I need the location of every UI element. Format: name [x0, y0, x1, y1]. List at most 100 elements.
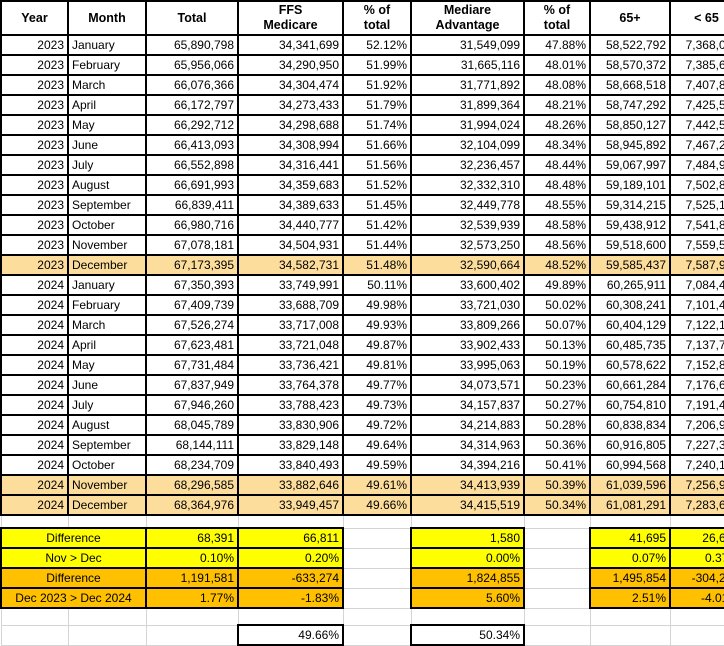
- column-header-ffspct-line2: total: [363, 18, 391, 32]
- cell-month: May: [67, 114, 147, 136]
- empty-cell: [145, 607, 239, 626]
- empty-cell: [342, 514, 412, 529]
- empty-cell: [589, 514, 671, 529]
- cell-medicare-advantage: 32,236,457: [410, 154, 525, 176]
- table-row: 2023 March 66,076,366 34,304,474 51.92% 31,77…: [0, 74, 724, 96]
- cell-under-65: 7,084,482: [669, 274, 724, 296]
- summary-cell-ffs-medicare: 0.20%: [237, 547, 344, 569]
- table-row: 2024 December 68,364,976 33,949,457 49.66% 34…: [0, 494, 724, 516]
- cell-under-65: 7,227,306: [669, 434, 724, 456]
- cell-medicare-advantage: 31,665,116: [410, 54, 525, 76]
- column-header-mapct-line2: total: [543, 18, 571, 32]
- cell-ma-pct: 48.55%: [523, 194, 591, 216]
- cell-medicare-advantage: 34,214,883: [410, 414, 525, 436]
- cell-medicare-advantage: 31,899,364: [410, 94, 525, 116]
- cell-ffs-medicare: 33,949,457: [237, 494, 344, 516]
- cell-month: February: [67, 294, 147, 316]
- cell-65-plus: 61,039,596: [589, 474, 671, 496]
- cell-year: 2023: [0, 34, 69, 56]
- cell-ma-pct: 48.01%: [523, 54, 591, 76]
- empty-cell: [342, 547, 412, 569]
- empty-cell: [67, 624, 147, 646]
- column-header-o65-line1: 65+: [619, 10, 641, 25]
- cell-medicare-advantage: 31,994,024: [410, 114, 525, 136]
- table-row: 2024 April 67,623,481 33,721,048 49.87% 33,90…: [0, 334, 724, 356]
- empty-cell: [67, 514, 147, 529]
- table-row: 2023 June 66,413,093 34,308,994 51.66% 32,104…: [0, 134, 724, 156]
- cell-total: 66,552,898: [145, 154, 239, 176]
- summary-cell-ffs-medicare: -633,274: [237, 567, 344, 589]
- cell-ffs-pct: 51.44%: [342, 234, 412, 256]
- summary-cell-total: 0.10%: [145, 547, 239, 569]
- cell-ma-pct: 50.36%: [523, 434, 591, 456]
- column-header-ma-line2: Advantage: [435, 18, 500, 32]
- cell-ffs-pct: 49.81%: [342, 354, 412, 376]
- empty-cell: [410, 607, 525, 626]
- empty-cell: [523, 624, 591, 646]
- cell-ma-pct: 48.52%: [523, 254, 591, 276]
- cell-total: 68,364,976: [145, 494, 239, 516]
- cell-medicare-advantage: 32,104,099: [410, 134, 525, 156]
- summary-cell-under-65: 26,696: [669, 527, 724, 549]
- table-row: 2023 April 66,172,797 34,273,433 51.79% 31,89…: [0, 94, 724, 116]
- table-row: 2024 February 67,409,739 33,688,709 49.98% 33…: [0, 294, 724, 316]
- column-header-total: Total: [145, 0, 239, 36]
- cell-ma-pct: 48.56%: [523, 234, 591, 256]
- cell-medicare-advantage: 31,549,099: [410, 34, 525, 56]
- spacer-row-below-summary: [0, 607, 724, 626]
- cell-year: 2024: [0, 314, 69, 336]
- cell-year: 2023: [0, 194, 69, 216]
- summary-cell-65-plus: 41,695: [589, 527, 671, 549]
- empty-cell: [523, 547, 591, 569]
- cell-ffs-pct: 49.73%: [342, 394, 412, 416]
- cell-year: 2024: [0, 494, 69, 516]
- column-header-under-65: < 65: [669, 0, 724, 36]
- column-header-month: Month: [67, 0, 147, 36]
- cell-ffs-medicare: 34,440,777: [237, 214, 344, 236]
- empty-cell: [342, 527, 412, 549]
- cell-month: December: [67, 254, 147, 276]
- cell-month: February: [67, 54, 147, 76]
- empty-cell: [0, 624, 69, 646]
- cell-medicare-advantage: 32,573,250: [410, 234, 525, 256]
- cell-total: 65,890,798: [145, 34, 239, 56]
- summary-row-label: Difference: [0, 527, 147, 549]
- column-header-ffs-line2: Medicare: [263, 18, 318, 32]
- empty-cell: [342, 607, 412, 626]
- cell-under-65: 7,442,585: [669, 114, 724, 136]
- cell-ffs-medicare: 34,304,474: [237, 74, 344, 96]
- cell-ma-pct: 50.27%: [523, 394, 591, 416]
- cell-under-65: 7,176,665: [669, 374, 724, 396]
- cell-ma-pct: 48.21%: [523, 94, 591, 116]
- cell-65-plus: 58,570,372: [589, 54, 671, 76]
- table-row: 2024 January 67,350,393 33,749,991 50.11% 33,…: [0, 274, 724, 296]
- cell-ffs-pct: 52.12%: [342, 34, 412, 56]
- cell-month: May: [67, 354, 147, 376]
- cell-65-plus: 60,485,735: [589, 334, 671, 356]
- cell-ffs-medicare: 33,788,423: [237, 394, 344, 416]
- summary-cell-under-65: -4.01%: [669, 587, 724, 609]
- cell-65-plus: 58,522,792: [589, 34, 671, 56]
- cell-under-65: 7,467,201: [669, 134, 724, 156]
- cell-year: 2024: [0, 434, 69, 456]
- cell-65-plus: 60,578,622: [589, 354, 671, 376]
- cell-65-plus: 59,585,437: [589, 254, 671, 276]
- cell-year: 2023: [0, 114, 69, 136]
- cell-under-65: 7,206,955: [669, 414, 724, 436]
- cell-month: August: [67, 414, 147, 436]
- cell-medicare-advantage: 34,413,939: [410, 474, 525, 496]
- table-header-row: Year Month Total FFS Medicare % of total…: [0, 0, 724, 36]
- empty-cell: [342, 624, 412, 646]
- cell-under-65: 7,240,141: [669, 454, 724, 476]
- cell-ffs-pct: 51.42%: [342, 214, 412, 236]
- cell-total: 66,413,093: [145, 134, 239, 156]
- empty-cell: [145, 514, 239, 529]
- cell-medicare-advantage: 32,332,310: [410, 174, 525, 196]
- cell-month: October: [67, 454, 147, 476]
- cell-ma-pct: 48.26%: [523, 114, 591, 136]
- cell-ffs-pct: 51.66%: [342, 134, 412, 156]
- cell-under-65: 7,256,989: [669, 474, 724, 496]
- column-header-ma-pct-of-total: % of total: [523, 0, 591, 36]
